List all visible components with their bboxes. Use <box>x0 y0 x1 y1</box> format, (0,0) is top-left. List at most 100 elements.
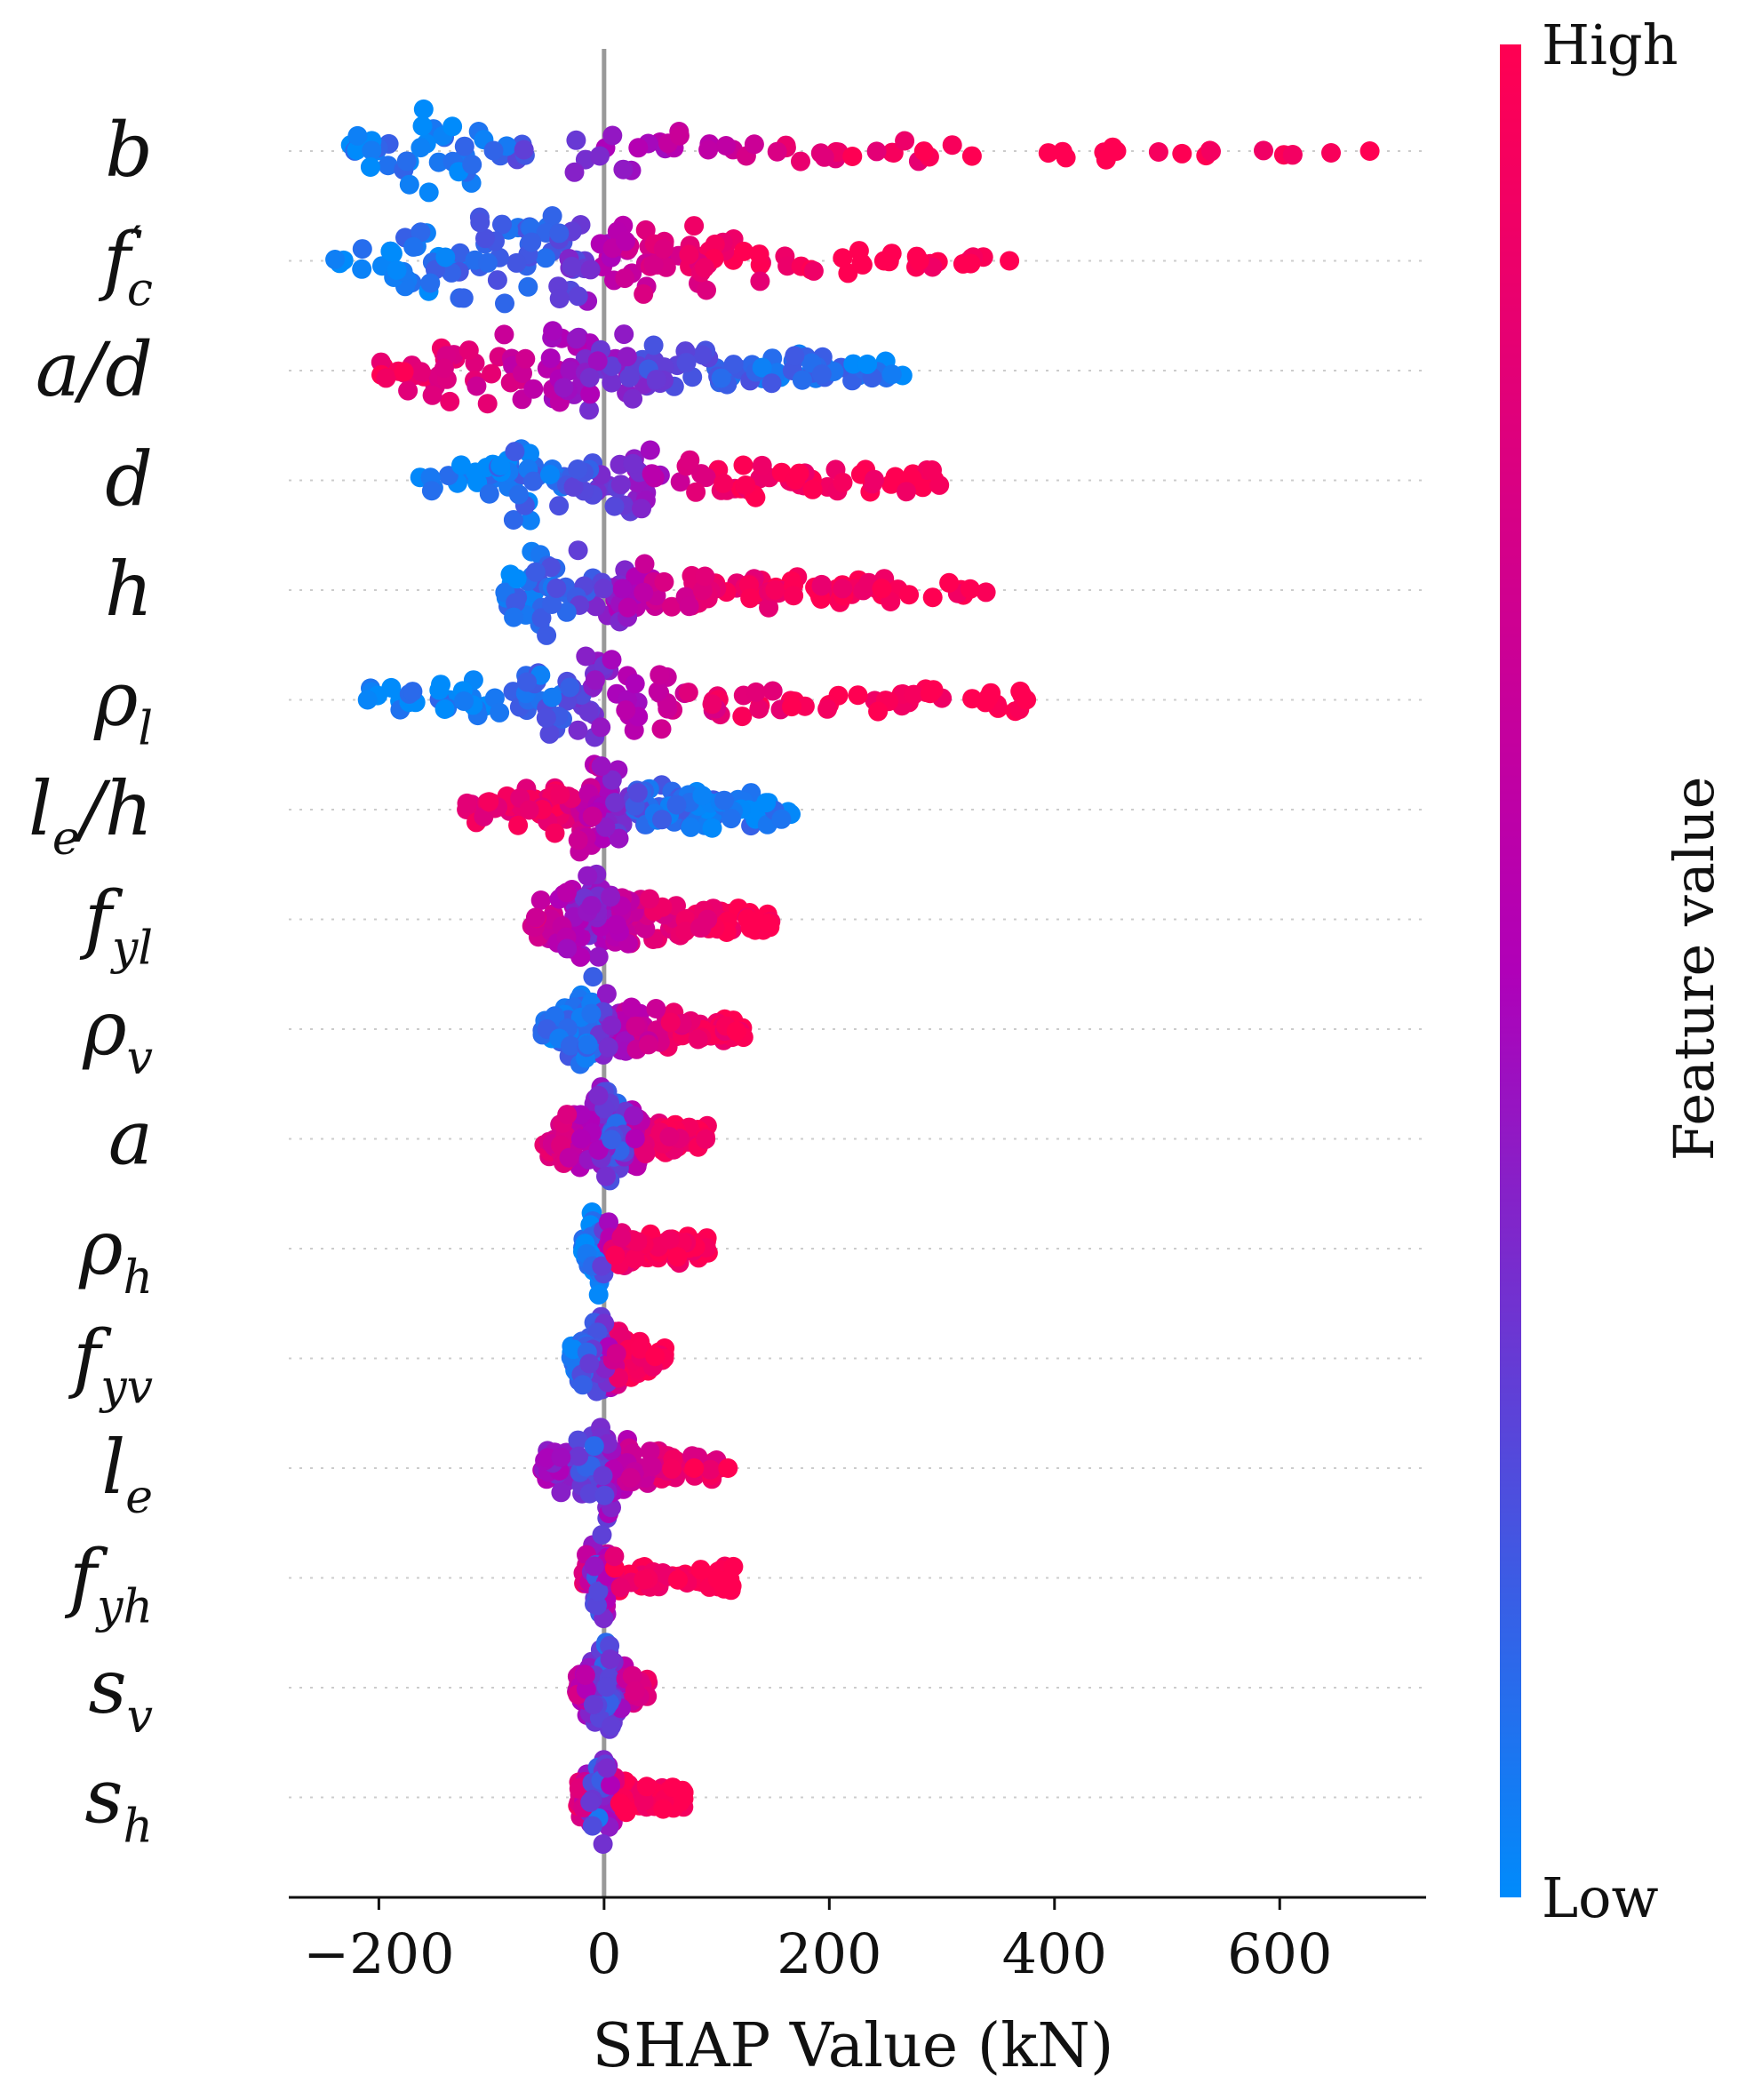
shap-point <box>594 579 614 599</box>
shap-point <box>470 212 490 233</box>
shap-point <box>752 357 772 378</box>
shap-point <box>669 125 690 146</box>
shap-point <box>872 579 892 599</box>
shap-point <box>537 625 557 645</box>
shap-point <box>479 792 499 812</box>
shap-point <box>646 370 666 390</box>
x-tick-label: −200 <box>303 1921 454 1986</box>
shap-point <box>740 588 761 609</box>
shap-point <box>833 579 853 599</box>
shap-point <box>670 472 690 492</box>
feature-label: ρh <box>78 1204 153 1305</box>
x-tick-label: 600 <box>1227 1921 1332 1986</box>
shap-point <box>843 354 864 374</box>
shap-point <box>325 250 346 269</box>
shap-point <box>580 384 601 404</box>
shap-point <box>352 259 372 279</box>
shap-point <box>838 263 858 283</box>
shap-point <box>791 151 810 172</box>
shap-point <box>458 340 479 361</box>
shap-point <box>605 793 626 813</box>
shap-point <box>625 1249 645 1269</box>
shap-point <box>792 370 812 390</box>
shap-point <box>411 362 431 382</box>
shap-point <box>749 244 769 265</box>
shap-point <box>483 140 504 161</box>
shap-point <box>620 1467 641 1488</box>
shap-point <box>904 684 924 705</box>
shap-point <box>621 997 642 1018</box>
shap-point <box>596 1166 616 1186</box>
shap-point <box>833 472 853 492</box>
shap-point <box>487 270 507 291</box>
shap-point <box>615 1800 635 1820</box>
shap-point <box>695 566 715 587</box>
x-axis-ticks: −200 0 200 400 600 <box>303 1897 1332 1986</box>
shap-point <box>922 460 942 480</box>
shap-point <box>560 677 580 698</box>
shap-point <box>616 700 636 721</box>
shap-point <box>882 142 903 163</box>
shap-point <box>662 596 682 617</box>
shap-point <box>610 1577 631 1598</box>
shap-point <box>347 125 368 146</box>
shap-point <box>802 479 823 499</box>
shap-point <box>606 914 626 935</box>
shap-point <box>646 999 666 1018</box>
feature-label: a <box>108 1095 153 1182</box>
shap-point <box>503 510 523 530</box>
shap-point <box>588 1140 609 1160</box>
shap-point <box>961 253 981 274</box>
shap-point <box>640 1441 660 1462</box>
shap-point <box>651 719 672 739</box>
shap-point <box>585 670 605 691</box>
shap-point <box>642 464 662 484</box>
shap-point <box>508 815 529 835</box>
shap-point <box>726 1021 746 1042</box>
shap-point <box>784 586 804 606</box>
shap-point <box>570 1129 591 1149</box>
shap-point <box>420 273 441 293</box>
shap-point <box>598 1037 618 1058</box>
shap-point <box>570 1105 591 1125</box>
shap-point <box>601 1775 621 1795</box>
shap-point <box>976 582 996 603</box>
shap-point <box>578 866 598 886</box>
shap-point <box>909 251 929 271</box>
shap-point <box>640 440 660 460</box>
shap-point <box>396 151 417 172</box>
shap-point <box>435 699 455 719</box>
shap-point <box>549 496 570 516</box>
shap-point <box>643 335 664 355</box>
feature-label: d <box>105 436 153 523</box>
shap-point <box>660 1012 681 1033</box>
shap-point <box>667 1247 688 1267</box>
shap-point <box>721 809 741 829</box>
shap-point <box>578 1034 598 1055</box>
feature-label: fyh <box>64 1534 153 1634</box>
shap-point <box>680 450 700 470</box>
shap-point <box>428 152 449 172</box>
shap-point <box>347 140 367 160</box>
shap-point <box>576 1679 596 1699</box>
colorbar-low-label: Low <box>1542 1865 1659 1930</box>
shap-point <box>736 475 756 495</box>
shap-point <box>759 913 779 933</box>
shap-point <box>714 473 734 493</box>
shap-point <box>929 475 950 495</box>
shap-point <box>714 790 734 810</box>
shap-point <box>530 890 551 910</box>
shap-point <box>1172 143 1192 164</box>
shap-point <box>479 483 499 504</box>
shap-point <box>505 442 525 462</box>
shap-point <box>403 682 423 702</box>
shap-point <box>525 562 546 582</box>
shap-point <box>588 1284 609 1305</box>
shap-point <box>542 687 562 707</box>
shap-point <box>583 967 603 987</box>
shap-point <box>579 400 599 420</box>
shap-point <box>634 554 655 574</box>
shap-point <box>605 1245 626 1266</box>
x-tick-label: 200 <box>777 1921 881 1986</box>
